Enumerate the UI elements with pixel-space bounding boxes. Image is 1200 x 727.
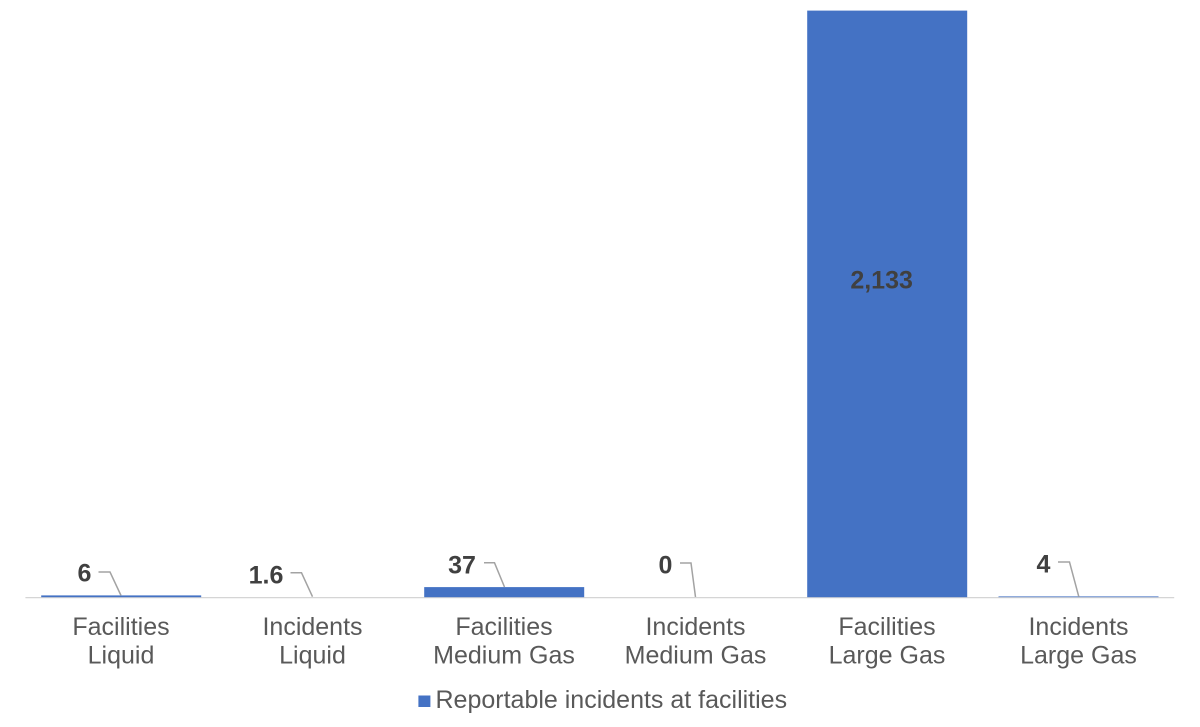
svg-text:2,133: 2,133	[850, 267, 913, 295]
svg-text:1.6: 1.6	[249, 562, 284, 590]
svg-text:0: 0	[659, 552, 673, 580]
svg-text:Reportable incidents at facili: Reportable incidents at facilities	[436, 686, 788, 714]
svg-text:37: 37	[448, 552, 476, 580]
svg-text:4: 4	[1037, 550, 1051, 578]
svg-text:6: 6	[78, 560, 92, 588]
